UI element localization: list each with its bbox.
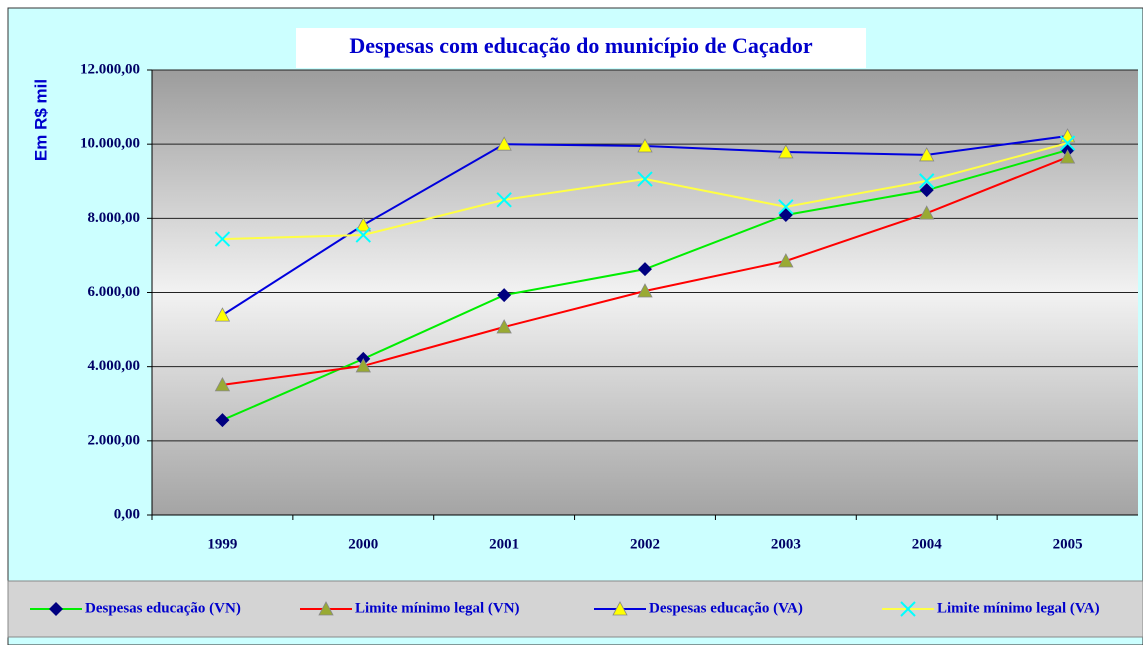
- legend-box: [7, 580, 1143, 638]
- data-point: [355, 227, 371, 243]
- data-point: [919, 147, 935, 162]
- y-tick-label: 2.000,00: [88, 432, 141, 448]
- y-tick-label: 10.000,00: [80, 136, 140, 152]
- x-tick-label: 2003: [771, 536, 801, 552]
- data-point: [778, 253, 794, 268]
- y-tick-label: 4.000,00: [88, 358, 141, 374]
- data-point: [214, 231, 231, 247]
- y-tick-label: 0,00: [114, 506, 140, 522]
- x-tick-label: 1999: [207, 536, 237, 552]
- y-tick-label: 8.000,00: [88, 210, 141, 226]
- data-point: [637, 138, 653, 153]
- data-point: [496, 192, 512, 208]
- data-point: [919, 183, 934, 198]
- data-point: [1059, 135, 1076, 151]
- data-point: [919, 173, 935, 189]
- x-tick-label: 2002: [630, 536, 660, 552]
- data-point: [496, 319, 512, 334]
- data-point: [778, 144, 794, 159]
- data-point: [215, 413, 230, 428]
- chart-title: Despesas com educação do município de Ca…: [349, 33, 812, 58]
- title-box: [296, 28, 866, 68]
- legend-label: Despesas educação (VN): [85, 600, 241, 616]
- data-point: [1059, 149, 1076, 164]
- legend-label: Despesas educação (VA): [649, 600, 803, 616]
- data-point: [214, 307, 231, 322]
- legend-marker: [49, 602, 63, 616]
- legend-marker: [318, 601, 334, 616]
- data-point: [778, 199, 794, 215]
- data-point: [638, 262, 652, 277]
- legend-marker: [612, 601, 628, 616]
- legend-label: Limite mínimo legal (VA): [937, 600, 1100, 616]
- legend-marker: [900, 601, 916, 617]
- x-tick-label: 2000: [348, 536, 378, 552]
- data-point: [355, 358, 371, 373]
- data-point: [214, 376, 231, 392]
- y-tick-label: 12.000,00: [80, 61, 140, 77]
- data-point: [497, 288, 512, 303]
- data-point: [919, 205, 935, 220]
- legend-label: Limite mínimo legal (VN): [355, 600, 520, 616]
- data-point: [355, 217, 371, 232]
- data-point: [496, 136, 512, 151]
- x-tick-label: 2005: [1053, 536, 1083, 552]
- x-tick-label: 2004: [912, 536, 943, 552]
- data-point: [637, 171, 653, 187]
- data-point: [637, 283, 653, 298]
- y-axis-label: Em R$ mil: [31, 79, 50, 161]
- x-tick-label: 2001: [489, 536, 519, 552]
- y-tick-label: 6.000,00: [88, 284, 141, 300]
